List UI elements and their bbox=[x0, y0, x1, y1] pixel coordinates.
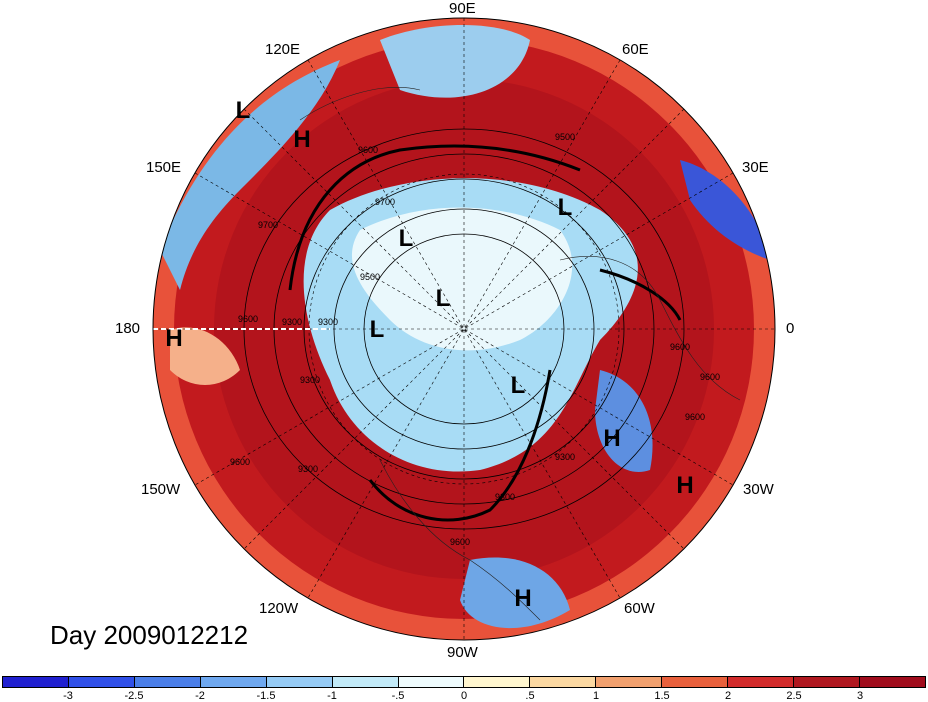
colorbar-box bbox=[530, 677, 597, 687]
colorbar-box bbox=[398, 677, 465, 687]
lon-label-60w: 60W bbox=[624, 600, 655, 617]
contour-label: 9600 bbox=[358, 145, 378, 155]
colorbar-box bbox=[3, 677, 69, 687]
low-pressure-marker: L bbox=[235, 97, 251, 124]
date-label: Day 2009012212 bbox=[50, 620, 249, 650]
lon-label-90w: 90W bbox=[447, 644, 478, 661]
colorbar-tick-label: 3 bbox=[856, 690, 864, 702]
contour-label: 9300 bbox=[300, 375, 320, 385]
low-pressure-marker: L bbox=[557, 194, 573, 221]
contour-label: 9300 bbox=[495, 492, 515, 502]
high-pressure-marker: H bbox=[514, 585, 532, 612]
colorbar-box bbox=[266, 677, 333, 687]
low-pressure-marker: L bbox=[435, 285, 451, 312]
lon-label-90e: 90E bbox=[449, 0, 476, 17]
low-pressure-marker: L bbox=[369, 316, 385, 343]
colorbar-box bbox=[332, 677, 399, 687]
colorbar-box bbox=[794, 677, 860, 687]
colorbar-tick-label: -1 bbox=[327, 690, 337, 702]
contour-label: 9600 bbox=[450, 537, 470, 547]
lon-label-120e: 120E bbox=[265, 41, 301, 58]
high-pressure-marker: H bbox=[603, 425, 621, 452]
lon-label-0: 0 bbox=[786, 320, 795, 337]
contour-label: 9500 bbox=[555, 132, 575, 142]
colorbar bbox=[2, 676, 926, 688]
lon-label-120w: 120W bbox=[259, 600, 299, 617]
high-pressure-marker: H bbox=[165, 325, 183, 352]
colorbar-box bbox=[728, 677, 795, 687]
colorbar-tick-label: 1.5 bbox=[654, 690, 670, 702]
contour-label: 9600 bbox=[670, 342, 690, 352]
lon-label-60e: 60E bbox=[622, 41, 649, 58]
low-pressure-marker: L bbox=[510, 372, 526, 399]
colorbar-tick-label: 2 bbox=[724, 690, 732, 702]
contour-label: 9300 bbox=[282, 317, 302, 327]
map-boundary bbox=[152, 17, 776, 641]
colorbar-box bbox=[662, 677, 729, 687]
lon-label-150w: 150W bbox=[141, 481, 181, 498]
contour-label: 9300 bbox=[555, 452, 575, 462]
colorbar-tick-label: 1 bbox=[592, 690, 600, 702]
colorbar-box bbox=[464, 677, 531, 687]
lon-label-30e: 30E bbox=[742, 159, 769, 176]
colorbar-box bbox=[859, 677, 925, 687]
lon-label-180: 180 bbox=[115, 320, 141, 337]
colorbar-box bbox=[596, 677, 663, 687]
low-pressure-marker: L bbox=[398, 225, 414, 252]
contour-label: 9600 bbox=[230, 457, 250, 467]
contour-label: 9500 bbox=[360, 272, 380, 282]
contour-label: 9700 bbox=[258, 220, 278, 230]
lon-label-30w: 30W bbox=[743, 481, 774, 498]
high-pressure-marker: H bbox=[293, 126, 311, 153]
colorbar-tick-label: -1.5 bbox=[256, 690, 276, 702]
contour-label: 9600 bbox=[700, 372, 720, 382]
contour-label: 9300 bbox=[318, 317, 338, 327]
colorbar-tick-label: -.5 bbox=[391, 690, 405, 702]
colorbar-tick-label: 2.5 bbox=[786, 690, 802, 702]
colorbar-box bbox=[134, 677, 201, 687]
colorbar-box bbox=[200, 677, 267, 687]
colorbar-tick-label: .5 bbox=[525, 690, 535, 702]
contour-label: 9600 bbox=[685, 412, 705, 422]
colorbar-tick-label: -2 bbox=[195, 690, 205, 702]
contour-label: 9700 bbox=[375, 197, 395, 207]
high-pressure-marker: H bbox=[676, 472, 694, 499]
map-field: 9500 9600 9700 9300 9300 9600 9600 9300 … bbox=[153, 18, 775, 640]
contour-label: 9300 bbox=[298, 464, 318, 474]
colorbar-tick-label: -3 bbox=[63, 690, 73, 702]
contour-label: 9600 bbox=[238, 314, 258, 324]
colorbar-tick-label: 0 bbox=[460, 690, 468, 702]
colorbar-box bbox=[68, 677, 135, 687]
colorbar-tick-label: -2.5 bbox=[124, 690, 144, 702]
lon-label-150e: 150E bbox=[146, 159, 182, 176]
